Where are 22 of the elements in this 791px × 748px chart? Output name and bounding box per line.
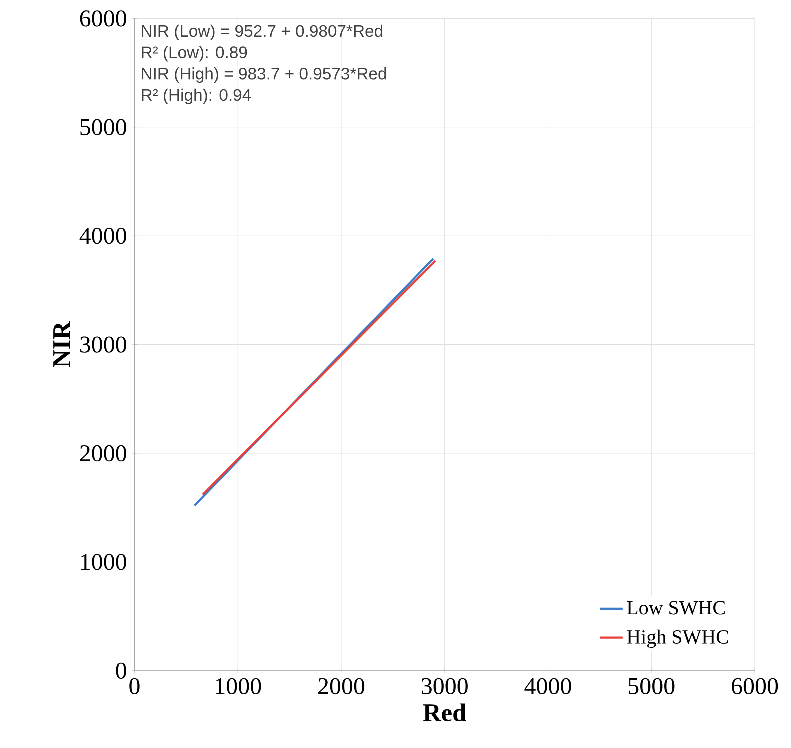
y-tick-label: 0: [116, 662, 126, 679]
y-tick-label: 6000: [80, 10, 126, 27]
y-tick-label: 5000: [80, 119, 126, 136]
x-tick-label: 6000: [732, 678, 778, 694]
annotation: R² (High): 0.94: [142, 88, 252, 104]
y-axis-title: NIR: [54, 321, 70, 368]
annotation: R² (Low): 0.89: [142, 46, 248, 62]
x-tick-label: 0: [130, 678, 140, 694]
y-tick-label: 1000: [81, 554, 126, 570]
x-axis-title: Red: [423, 704, 466, 722]
y-tick-label: 4000: [80, 228, 126, 244]
x-tick-label: 1000: [216, 678, 262, 694]
x-tick-label: 4000: [524, 678, 572, 694]
x-tick-label: 5000: [629, 678, 675, 694]
x-tick-label: 3000: [422, 678, 468, 694]
annotation: NIR (High) = 983.7 + 0.9573*Red: [142, 67, 386, 83]
legend-label: High SWHC: [627, 630, 728, 648]
annotation: NIR (Low) = 952.7 + 0.9807*Red: [142, 24, 382, 40]
legend-label: Low SWHC: [627, 601, 725, 615]
x-tick-label: 2000: [318, 678, 365, 694]
y-tick-label: 3000: [80, 336, 126, 353]
y-tick-label: 2000: [80, 445, 126, 462]
